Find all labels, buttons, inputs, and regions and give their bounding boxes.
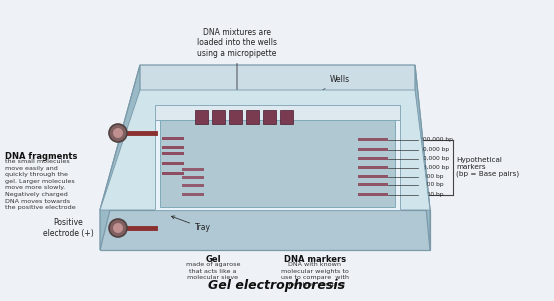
Polygon shape [100,90,430,210]
Bar [160,120,395,207]
Bar [358,138,388,141]
Circle shape [113,128,123,138]
Text: Wells: Wells [291,76,350,108]
Text: Tray: Tray [172,216,211,232]
Text: 10,000 bp: 10,000 bp [419,165,449,170]
Bar [162,172,184,175]
Polygon shape [100,210,430,250]
Bar [162,146,184,149]
Bar [162,162,184,165]
Bar [212,110,225,124]
Text: Gel: Gel [205,255,221,264]
Text: Small
molecule: Small molecule [208,173,275,193]
Text: 5000 bp: 5000 bp [419,174,444,179]
Polygon shape [155,105,400,120]
Bar [162,137,184,140]
Bar [182,193,204,196]
Bar [246,110,259,124]
Bar [358,157,388,160]
Text: DNA mixtures are
loaded into the wells
using a micropipette: DNA mixtures are loaded into the wells u… [197,28,277,94]
Text: Negative
electrode (-): Negative electrode (-) [142,90,189,110]
Text: the small molecules
move easily and
quickly through the
gel. Larger molecules
mo: the small molecules move easily and quic… [5,159,76,210]
Polygon shape [155,120,400,210]
Text: DNA with known
molecular weights to
use to compare  with
the other samples: DNA with known molecular weights to use … [281,262,349,287]
Bar [280,110,293,124]
Bar [358,193,388,196]
Bar [263,110,276,124]
Bar [358,175,388,178]
Text: Gel electrophoresis: Gel electrophoresis [208,279,346,292]
Text: 2500 bp: 2500 bp [419,182,444,187]
Polygon shape [100,65,140,250]
Text: Hypothetical
markers
(bp = Base pairs): Hypothetical markers (bp = Base pairs) [456,157,519,177]
Bar [162,152,184,155]
Bar [182,176,204,179]
Text: DNA markers: DNA markers [284,255,346,264]
Text: 20,000 bp: 20,000 bp [419,156,449,161]
Text: 100,000 bp: 100,000 bp [419,137,453,142]
Bar [195,110,208,124]
Text: made of agarose
that acts like a
molecular sieve: made of agarose that acts like a molecul… [186,262,240,280]
Circle shape [113,223,123,233]
Text: Positive
electrode (+): Positive electrode (+) [43,218,94,238]
Text: Large
molecule: Large molecule [188,133,250,153]
Bar [358,148,388,151]
Bar [358,183,388,186]
Bar [229,110,242,124]
Text: DNA fragments: DNA fragments [5,152,78,161]
Circle shape [109,219,127,237]
Polygon shape [100,65,430,210]
Polygon shape [415,65,430,250]
Bar [358,166,388,169]
Bar [182,168,204,171]
Text: 1000 bp: 1000 bp [419,192,444,197]
Bar [182,184,204,187]
Circle shape [109,124,127,142]
Text: 50,000 bp: 50,000 bp [419,147,449,152]
